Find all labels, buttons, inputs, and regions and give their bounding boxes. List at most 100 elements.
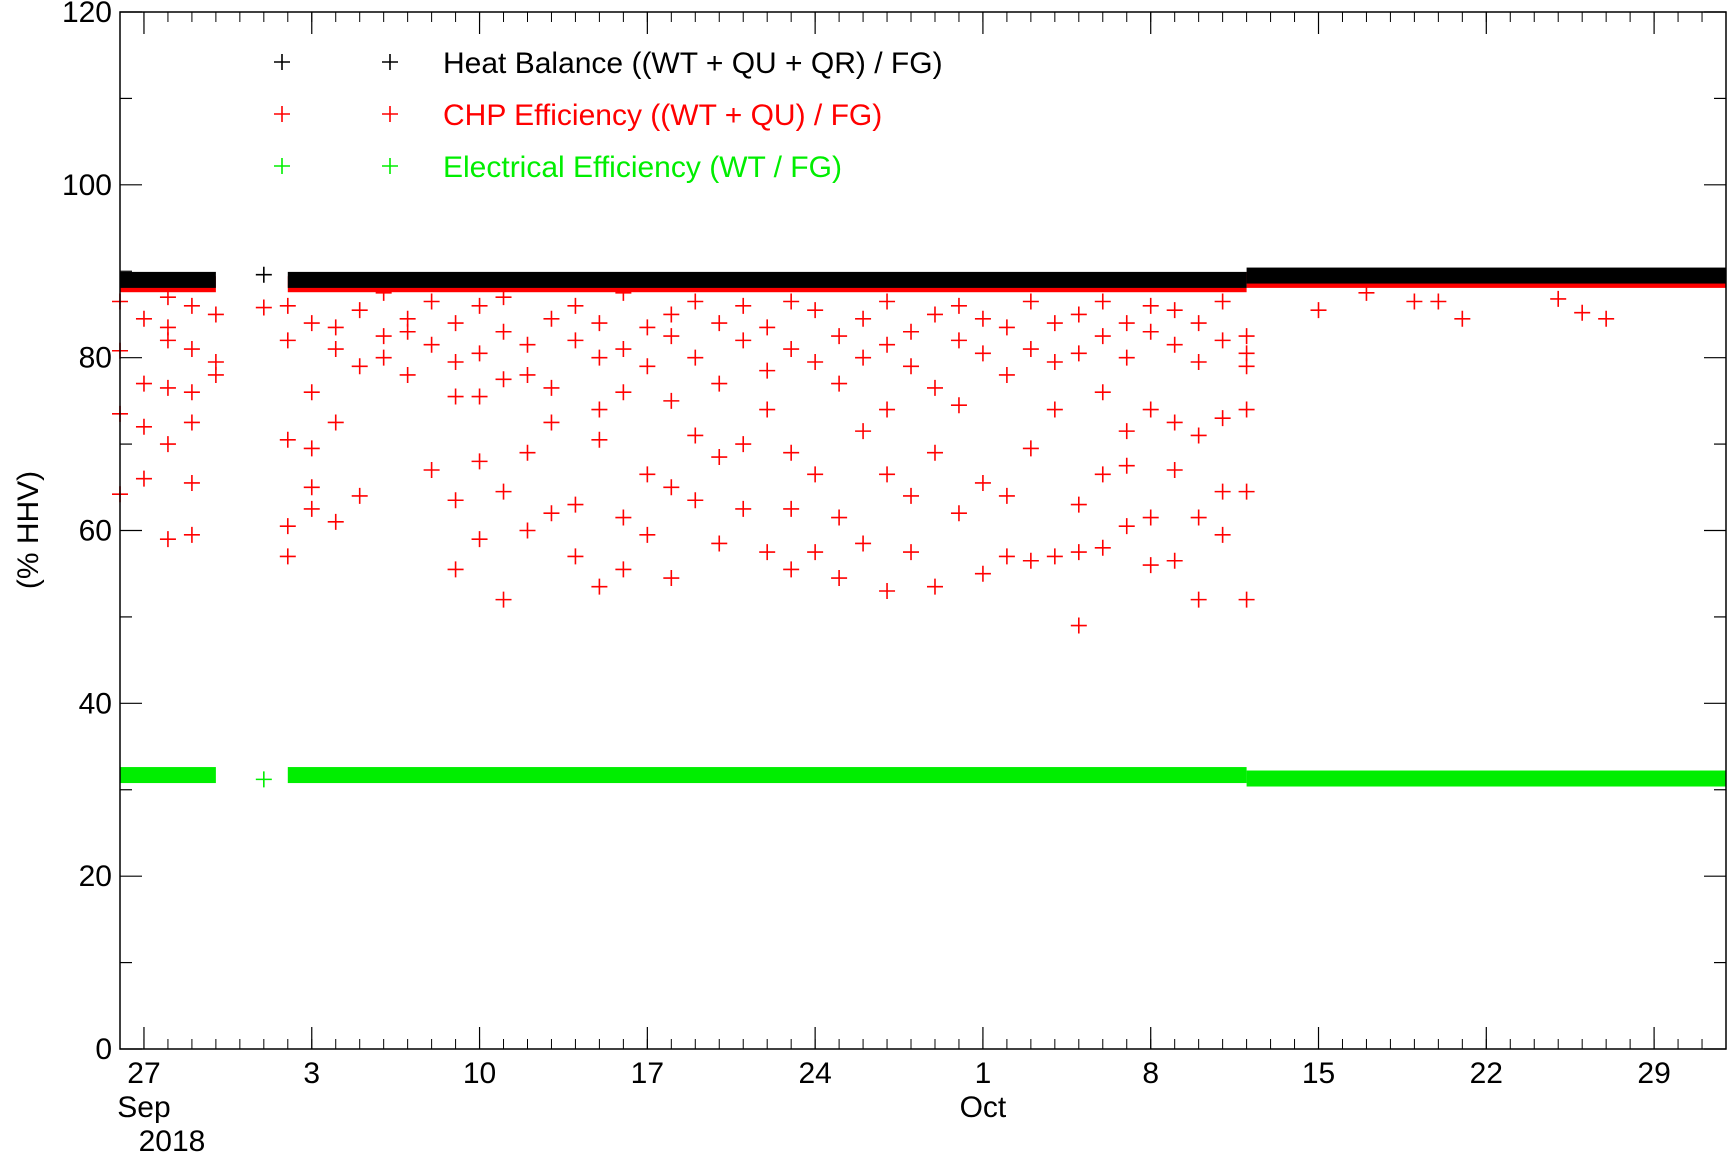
series-point <box>375 349 392 366</box>
series-point <box>591 315 608 332</box>
series-point <box>1142 297 1159 314</box>
legend: Heat Balance ((WT + QU + QR) / FG) CHP Ef… <box>274 47 943 184</box>
series-point <box>423 462 440 479</box>
series-point <box>1166 414 1183 431</box>
series-point <box>495 483 512 500</box>
series-point <box>183 474 200 491</box>
series-point <box>879 466 896 483</box>
series-point <box>855 310 872 327</box>
series-point <box>591 431 608 448</box>
series-point <box>1238 483 1255 500</box>
series-point <box>327 341 344 358</box>
y-tick-label: 100 <box>62 169 112 202</box>
series-point <box>735 436 752 453</box>
series-point <box>998 487 1015 504</box>
y-tick-label: 20 <box>79 860 112 893</box>
legend-marker <box>274 106 290 122</box>
series-point <box>1550 290 1567 307</box>
series-point <box>1574 304 1591 321</box>
series-point <box>447 492 464 509</box>
series-point <box>1238 401 1255 418</box>
series-point <box>183 526 200 543</box>
series-point <box>974 474 991 491</box>
series-point <box>783 561 800 578</box>
series-point <box>591 349 608 366</box>
series-point <box>998 366 1015 383</box>
series-point <box>807 353 824 370</box>
series-point <box>1142 509 1159 526</box>
series-point <box>471 531 488 548</box>
series-point <box>1070 496 1087 513</box>
series-point <box>1598 310 1615 327</box>
series-point <box>1094 539 1111 556</box>
series-point <box>447 388 464 405</box>
series-point <box>279 332 296 349</box>
series-point <box>519 366 536 383</box>
series-point <box>159 319 176 336</box>
series-point <box>1190 509 1207 526</box>
legend-label: Electrical Efficiency (WT / FG) <box>443 151 842 184</box>
series-point <box>423 336 440 353</box>
series-point <box>1118 518 1135 535</box>
series-point <box>399 366 416 383</box>
series-point <box>351 487 368 504</box>
series-point <box>1166 336 1183 353</box>
series-point <box>807 466 824 483</box>
series-point <box>711 535 728 552</box>
series-segment <box>1246 770 1726 787</box>
series-point <box>615 384 632 401</box>
x-tick-label: 24 <box>798 1057 831 1090</box>
series-point <box>879 293 896 310</box>
series-point <box>783 293 800 310</box>
x-tick-label: 27 <box>127 1057 160 1090</box>
series-point <box>447 561 464 578</box>
series-group <box>120 767 1726 788</box>
series-point <box>1070 544 1087 561</box>
x-year-label: 2018 <box>139 1125 206 1155</box>
series-point <box>926 379 943 396</box>
series-point <box>303 479 320 496</box>
series-point <box>159 379 176 396</box>
series-point <box>759 362 776 379</box>
series-point <box>159 531 176 548</box>
series-point <box>950 505 967 522</box>
x-tick-label: 3 <box>303 1057 320 1090</box>
series-point <box>303 500 320 517</box>
series-point <box>903 487 920 504</box>
series-point <box>926 306 943 323</box>
series-point <box>1022 341 1039 358</box>
series-point <box>519 336 536 353</box>
series-point <box>639 319 656 336</box>
series-point <box>687 293 704 310</box>
series-point <box>567 297 584 314</box>
series-point <box>807 302 824 319</box>
series-point <box>1190 353 1207 370</box>
series-point <box>998 319 1015 336</box>
series-point <box>615 509 632 526</box>
series-point <box>998 548 1015 565</box>
series-segment <box>287 271 1247 288</box>
series-point <box>1046 548 1063 565</box>
series-point <box>567 548 584 565</box>
series-point <box>950 397 967 414</box>
series-point <box>207 353 224 370</box>
series-point <box>1166 462 1183 479</box>
series-point <box>1166 302 1183 319</box>
series-point <box>1094 328 1111 345</box>
series-point <box>471 345 488 362</box>
series-point <box>183 384 200 401</box>
x-tick-label: 15 <box>1302 1057 1335 1090</box>
series-point <box>783 500 800 517</box>
series-layer <box>112 266 1726 788</box>
legend-marker <box>382 158 398 174</box>
series-point <box>303 440 320 457</box>
series-point <box>711 375 728 392</box>
series-point <box>759 401 776 418</box>
series-point <box>1430 293 1447 310</box>
series-point <box>519 444 536 461</box>
series-point <box>1166 552 1183 569</box>
series-point <box>591 578 608 595</box>
series-point <box>423 293 440 310</box>
series-point <box>950 297 967 314</box>
